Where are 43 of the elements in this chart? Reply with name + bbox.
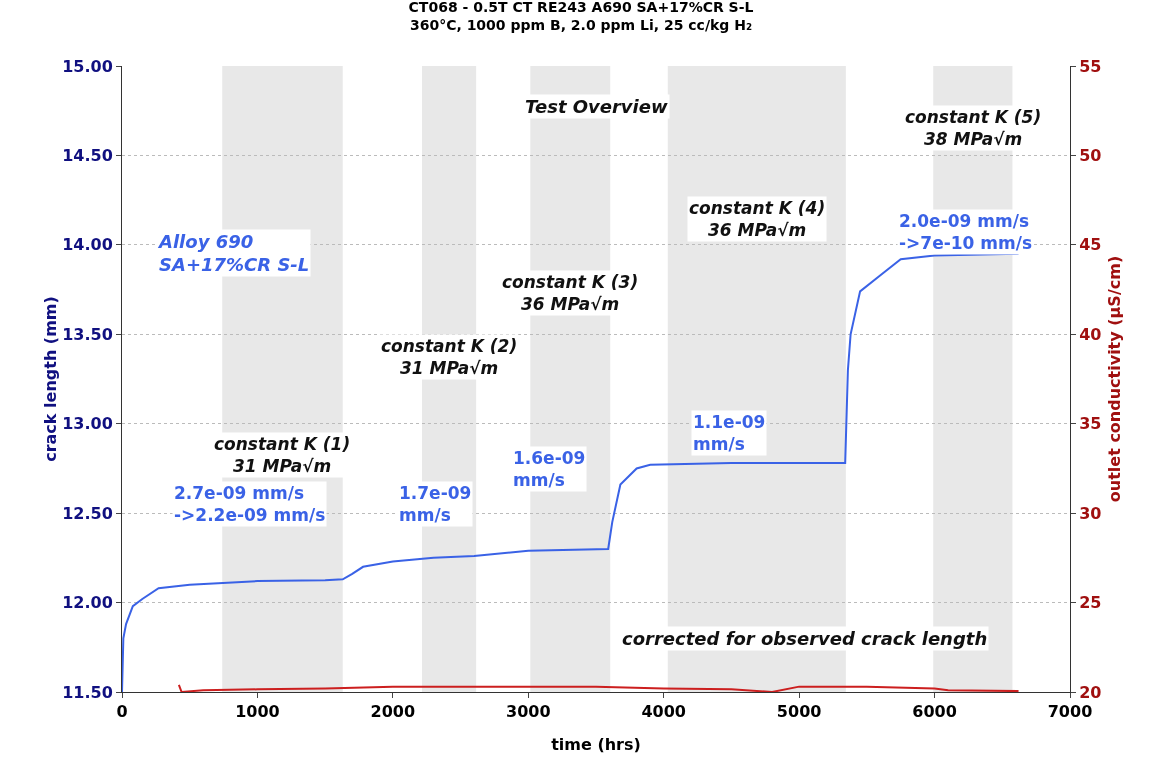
band-label: constant K (2) 31 MPa√m — [381, 336, 518, 379]
y2-axis-title: outlet conductivity (µS/cm) — [1105, 255, 1124, 503]
y-tick-label: 12.50 — [62, 503, 113, 523]
annotation: Test Overview — [525, 96, 668, 117]
annotation: 2.0e-09 mm/s ->7e-10 mm/s — [899, 211, 1033, 254]
y-tick-label: 15.00 — [62, 56, 113, 76]
x-tick-label: 0 — [116, 702, 128, 722]
band-label: constant K (4) 36 MPa√m — [689, 198, 826, 241]
annotation: Alloy 690 SA+17%CR S-L — [157, 231, 310, 276]
y2-tick-label: 40 — [1079, 324, 1102, 344]
y2-tick-label: 45 — [1079, 235, 1102, 255]
x-tick-label: 3000 — [506, 702, 551, 722]
chart-title: CT068 - 0.5T CT RE243 A690 SA+17%CR S-L — [408, 0, 754, 15]
x-tick-label: 6000 — [912, 702, 957, 722]
y-tick-label: 13.50 — [62, 324, 113, 344]
y2-tick-label: 20 — [1079, 682, 1102, 702]
y2-tick-label: 50 — [1079, 146, 1102, 166]
y-tick-label: 14.00 — [62, 235, 113, 255]
y-axis-title: crack length (mm) — [41, 296, 61, 462]
y2-tick-label: 55 — [1079, 56, 1102, 76]
y2-tick-label: 25 — [1079, 593, 1102, 613]
annotation: corrected for observed crack length — [622, 628, 988, 649]
y-tick-label: 13.00 — [62, 414, 113, 434]
x-tick-label: 7000 — [1047, 702, 1093, 722]
x-tick-label: 1000 — [235, 702, 280, 722]
y-tick-label: 11.50 — [62, 682, 113, 702]
y-tick-label: 12.00 — [62, 593, 113, 613]
x-tick-label: 5000 — [776, 702, 822, 722]
y2-tick-label: 35 — [1079, 414, 1102, 434]
y2-tick-label: 30 — [1079, 503, 1102, 523]
annotation: 1.1e-09 mm/s — [693, 412, 766, 455]
x-tick-label: 2000 — [370, 702, 416, 722]
annotation: 2.7e-09 mm/s ->2.2e-09 mm/s — [174, 483, 326, 526]
line-series — [177, 683, 1020, 692]
band-label: constant K (5) 38 MPa√m — [905, 107, 1042, 150]
x-tick-label: 4000 — [641, 702, 686, 722]
band-label: constant K (1) 31 MPa√m — [214, 434, 351, 477]
y-tick-label: 14.50 — [62, 146, 113, 166]
chart-subtitle: 360°C, 1000 ppm B, 2.0 ppm Li, 25 cc/kg H₂ — [409, 16, 753, 33]
x-axis-title: time (hrs) — [551, 735, 641, 754]
band-label: constant K (3) 36 MPa√m — [502, 272, 639, 315]
annotation: 1.6e-09 mm/s — [513, 448, 586, 491]
annotation: 1.7e-09 mm/s — [399, 483, 472, 526]
